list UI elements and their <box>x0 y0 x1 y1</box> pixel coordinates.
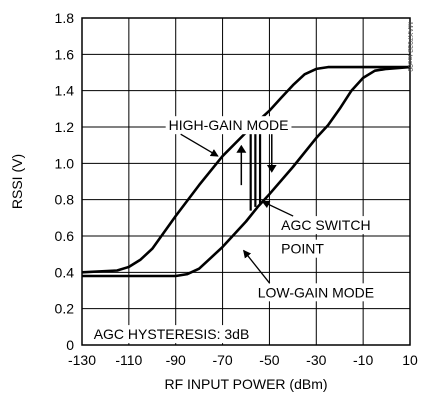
y-tick-label: 0.8 <box>55 192 75 208</box>
annotations: HIGH-GAIN MODE AGC SWITCH POINT LOW-GAIN MO… <box>90 116 378 344</box>
x-tick-label: 10 <box>402 352 418 368</box>
annotation-label: HIGH-GAIN MODE <box>169 117 289 133</box>
y-tick-label: 1.2 <box>55 119 75 135</box>
annotation-label: AGC HYSTERESIS: 3dB <box>94 326 250 342</box>
series-line-low-gain-mode <box>82 65 411 278</box>
x-tick-label: -90 <box>166 352 186 368</box>
annotation-label: POINT <box>281 241 324 257</box>
y-axis-label: RSSI (V) <box>9 154 25 209</box>
annotation-background <box>278 216 374 235</box>
annotation-background <box>278 239 327 258</box>
agc-switch-lines <box>249 123 262 211</box>
x-tick-label: -50 <box>259 352 279 368</box>
x-tick-label: -110 <box>115 352 142 368</box>
series-line-high-gain-mode <box>81 65 410 274</box>
plot-frame <box>81 17 411 346</box>
x-tick-label: -130 <box>68 352 96 368</box>
x-tick-label: -30 <box>306 352 326 368</box>
annotation-label: LOW-GAIN MODE <box>258 284 374 300</box>
annotation-pointer <box>261 200 294 217</box>
annotation-background <box>165 116 292 135</box>
y-tick-label: 0.6 <box>55 228 75 244</box>
annotation-label: AGC SWITCH <box>281 217 370 233</box>
annotation-background <box>90 325 253 344</box>
annotation-pointer <box>180 133 219 157</box>
series <box>81 65 411 278</box>
x-tick-label: -70 <box>212 352 232 368</box>
watermark: MAX7032 toc09 <box>406 22 413 72</box>
y-tick-label: 0.4 <box>55 264 75 280</box>
annotation-pointer <box>243 249 271 284</box>
hysteresis-arrows <box>236 132 277 186</box>
x-tick-label: -10 <box>353 352 373 368</box>
y-tick-label: 1.6 <box>55 46 75 62</box>
x-axis-label: RF INPUT POWER (dBm) <box>164 376 327 392</box>
y-tick-label: 1.4 <box>55 83 75 99</box>
y-tick-label: 0.2 <box>55 301 75 317</box>
y-tick-label: 1.0 <box>55 155 75 171</box>
tick-labels: -130 -110 -90 -70 -50 -30 -10 10 0 0.2 0.4 0.6 0.8 1.… <box>55 10 418 368</box>
y-tick-label: 1.8 <box>55 10 75 26</box>
y-tick-label: 0 <box>66 337 74 353</box>
grid <box>82 18 410 345</box>
annotation-background <box>254 283 378 302</box>
